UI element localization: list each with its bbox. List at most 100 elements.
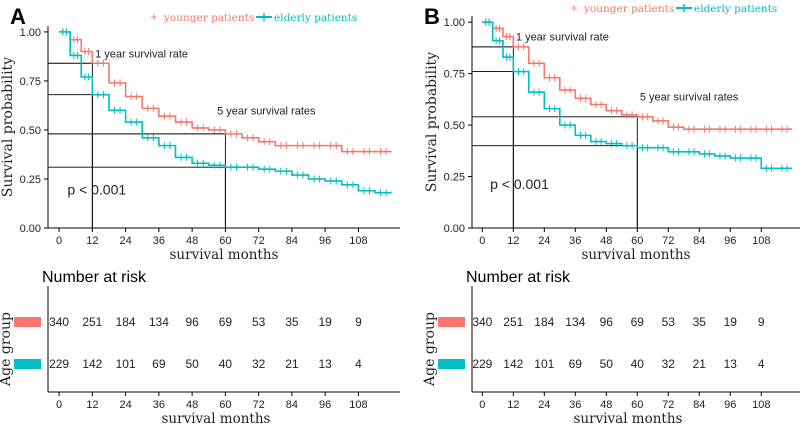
risk-value: 69 [569,357,583,371]
legend-item: elderly patients [256,12,357,24]
y-tick-label: 0.50 [20,125,41,137]
risk-x-tick-label: 108 [349,399,367,411]
legend-item: + younger patients [570,1,674,15]
x-tick-label: 72 [253,235,265,247]
risk-value: 50 [185,357,199,371]
risk-x-axis-title: survival months [162,411,271,426]
survival-curve-younger [59,31,392,153]
risk-x-tick-label: 12 [86,399,98,411]
y-tick-label: 1.00 [444,17,465,29]
risk-value: 9 [355,315,362,329]
legend-marker: + [570,1,577,15]
y-tick-label: 0.75 [444,69,465,81]
risk-value: 13 [724,357,738,371]
annotation-label: 5 year survival rates [217,105,316,117]
risk-value: 21 [285,357,299,371]
x-tick-label: 12 [507,235,519,247]
x-tick-label: 0 [479,235,485,247]
y-tick-label: 0.75 [20,76,41,88]
x-tick-label: 36 [153,235,165,247]
x-tick-label: 48 [186,235,198,247]
risk-group-swatch [438,359,465,369]
risk-x-tick-label: 108 [752,399,770,411]
x-tick-label: 84 [693,235,705,247]
risk-x-tick-label: 84 [286,399,298,411]
risk-x-tick-label: 48 [186,399,198,411]
risk-value: 35 [693,315,707,329]
survival-curve-younger [482,21,793,131]
legend-marker: + [150,10,157,24]
x-tick-label: 84 [286,235,298,247]
p-value-label: p < 0.001 [490,176,549,192]
risk-value: 184 [116,315,136,329]
risk-x-tick-label: 96 [319,399,331,411]
risk-value: 142 [82,357,102,371]
risk-y-axis-title: Age group [422,312,438,387]
y-tick-label: 0.25 [444,172,465,184]
panel-A: A + younger patients elderly patients 0.00 0.… [0,4,400,263]
survival-curve-elderly [482,21,793,170]
risk-value: 50 [600,357,614,371]
risk-table-title: Number at risk [42,269,147,286]
risk-x-tick-label: 0 [56,399,62,411]
risk-value: 40 [219,357,233,371]
risk-value: 35 [285,315,299,329]
risk-value: 96 [600,315,614,329]
risk-value: 9 [758,315,765,329]
panel-label: B [424,4,440,29]
risk-value: 229 [472,357,492,371]
risk-x-tick-label: 60 [219,399,231,411]
x-axis-title: survival months [170,247,279,263]
annotation-label: 5 year survival rates [640,91,739,103]
legend-label: younger patients [163,12,254,24]
risk-value: 101 [534,357,554,371]
y-tick-label: 1.00 [20,27,41,39]
risk-x-tick-label: 12 [507,399,519,411]
risk-value: 32 [662,357,676,371]
risk-x-tick-label: 96 [724,399,736,411]
y-tick-label: 0.00 [20,223,41,235]
legend-item: elderly patients [676,3,777,15]
legend-label: younger patients [583,3,674,15]
risk-value: 184 [534,315,554,329]
risk-value: 69 [631,315,645,329]
legend-label: elderly patients [694,3,777,15]
risk-value: 53 [662,315,676,329]
risk-value: 251 [503,315,523,329]
risk-value: 4 [758,357,765,371]
risk-x-tick-label: 60 [631,399,643,411]
y-tick-label: 0.25 [20,174,41,186]
annotation-label: 1 year survival rate [95,48,188,60]
risk-value: 229 [49,357,69,371]
risk-group-swatch [14,359,41,369]
risk-x-tick-label: 72 [662,399,674,411]
risk-value: 251 [82,315,102,329]
risk-group-swatch [438,317,465,327]
panel-B: B + younger patients elderly patients 0.00 0.… [424,1,800,263]
annotation-label: 1 year survival rate [516,32,609,44]
risk-value: 101 [116,357,136,371]
x-tick-label: 96 [319,235,331,247]
x-tick-label: 60 [631,235,643,247]
risk-x-tick-label: 72 [253,399,265,411]
risk-x-tick-label: 36 [153,399,165,411]
x-tick-label: 36 [569,235,581,247]
p-value-label: p < 0.001 [67,182,126,198]
risk-value: 4 [355,357,362,371]
risk-value: 40 [631,357,645,371]
risk-value: 13 [318,357,332,371]
risk-x-axis-title: survival months [574,411,683,426]
risk-value: 19 [724,315,738,329]
legend-label: elderly patients [274,12,357,24]
risk-group-swatch [14,317,41,327]
risk-value: 134 [149,315,169,329]
x-tick-label: 72 [662,235,674,247]
risk-value: 53 [252,315,266,329]
risk-value: 69 [219,315,233,329]
risk-table-title: Number at risk [466,269,571,286]
risk-value: 32 [252,357,266,371]
risk-value: 340 [472,315,492,329]
risk-value: 134 [565,315,585,329]
